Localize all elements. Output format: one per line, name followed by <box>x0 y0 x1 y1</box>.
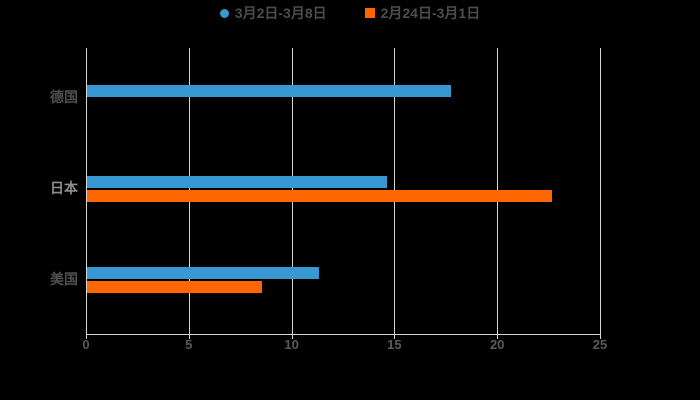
x-tick-label: 0 <box>82 337 90 352</box>
x-tick-label: 5 <box>185 337 193 352</box>
gridline <box>86 48 87 334</box>
category-label-japan: 日本 <box>50 179 78 196</box>
x-axis-tick <box>86 334 87 339</box>
x-axis-line <box>86 334 601 335</box>
x-axis-tick <box>291 334 293 339</box>
legend: 3月2日-3月8日 2月24日-3月1日 <box>0 6 700 20</box>
x-axis-tick <box>600 334 601 339</box>
category-label-germany: 德国 <box>50 88 78 105</box>
x-tick-label: 15 <box>387 337 402 352</box>
bar-series2-japan[interactable] <box>87 189 552 202</box>
bar-series1-japan[interactable] <box>87 175 388 188</box>
gridline <box>600 48 601 334</box>
legend-label-series2: 2月24日-3月1日 <box>380 5 481 21</box>
bar-series2-usa[interactable] <box>87 280 262 293</box>
legend-marker-square-icon <box>364 8 375 18</box>
x-tick-label: 10 <box>284 337 299 352</box>
x-tick-label: 20 <box>489 337 505 352</box>
legend-label-series1: 3月2日-3月8日 <box>234 5 327 21</box>
x-axis-tick <box>497 334 499 339</box>
legend-item-series1[interactable]: 3月2日-3月8日 <box>219 5 327 21</box>
bar-series1-germany[interactable] <box>87 84 451 97</box>
legend-item-series2[interactable]: 2月24日-3月1日 <box>364 5 481 21</box>
x-axis-tick <box>188 334 190 339</box>
category-label-usa: 美国 <box>50 270 78 287</box>
bar-series1-usa[interactable] <box>87 266 320 279</box>
legend-marker-circle-icon <box>219 8 229 18</box>
x-tick-label: 25 <box>592 337 608 352</box>
x-axis-tick <box>394 334 396 339</box>
